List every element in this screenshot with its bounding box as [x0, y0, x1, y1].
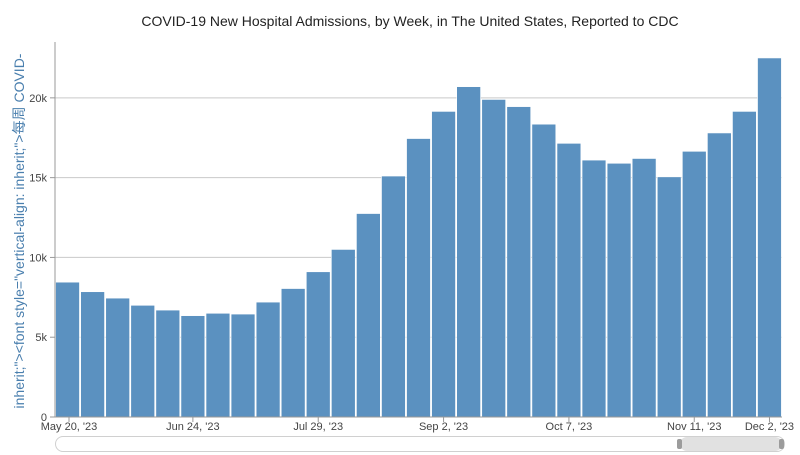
x-tick-label: Sep 2, '23	[419, 421, 468, 433]
x-tick-label: Jun 24, '23	[166, 421, 219, 433]
bar[interactable]	[431, 111, 456, 418]
x-tick-label: Nov 11, '23	[667, 421, 721, 433]
x-tick-label: Oct 7, '23	[546, 421, 593, 433]
bar[interactable]	[406, 138, 431, 418]
bar[interactable]	[255, 301, 281, 418]
bar[interactable]	[230, 313, 256, 418]
x-tick-label: Dec 2, '23	[745, 421, 794, 433]
bar[interactable]	[80, 291, 105, 418]
bar[interactable]	[105, 297, 130, 418]
chart-title: COVID-19 New Hospital Admissions, by Wee…	[141, 13, 678, 29]
bar[interactable]	[506, 106, 532, 418]
bar[interactable]	[180, 315, 206, 418]
bar[interactable]	[481, 99, 506, 418]
y-tick-label: 15k	[29, 173, 47, 185]
bar[interactable]	[381, 175, 406, 418]
bar[interactable]	[556, 143, 582, 418]
bar[interactable]	[55, 281, 80, 418]
range-handle-right[interactable]	[779, 439, 784, 449]
bar[interactable]	[205, 312, 231, 418]
y-axis-label: inherit;"><font style="vertical-align: i…	[11, 53, 27, 408]
bar[interactable]	[631, 158, 657, 418]
bar[interactable]	[656, 176, 682, 418]
y-tick-labels: 0 5k 10k 15k 20k	[29, 93, 47, 424]
bar[interactable]	[280, 288, 306, 418]
bar[interactable]	[331, 249, 356, 418]
bar[interactable]	[732, 111, 757, 418]
bar[interactable]	[707, 132, 732, 418]
bar[interactable]	[356, 213, 381, 418]
axes	[50, 42, 782, 422]
bars	[55, 57, 782, 418]
y-tick-label: 5k	[35, 332, 47, 344]
range-handle-left[interactable]	[677, 439, 682, 449]
range-scrollbar-track[interactable]	[55, 436, 785, 452]
bar[interactable]	[757, 57, 782, 418]
bar[interactable]	[155, 309, 181, 418]
bar[interactable]	[531, 123, 557, 418]
bar[interactable]	[456, 86, 481, 418]
bar[interactable]	[305, 271, 331, 418]
x-tick-labels: May 20, '23 Jun 24, '23 Jul 29, '23 Sep 2, …	[41, 421, 794, 433]
y-tick-label: 20k	[29, 93, 47, 105]
range-scrollbar-thumb[interactable]	[680, 437, 782, 451]
bar[interactable]	[130, 304, 155, 418]
y-tick-label: 10k	[29, 252, 47, 264]
bar[interactable]	[682, 151, 707, 418]
bar[interactable]	[606, 162, 632, 418]
x-tick-label: May 20, '23	[41, 421, 98, 433]
y-tick-label: 0	[41, 412, 47, 424]
x-tick-label: Jul 29, '23	[293, 421, 343, 433]
bar[interactable]	[581, 159, 607, 418]
